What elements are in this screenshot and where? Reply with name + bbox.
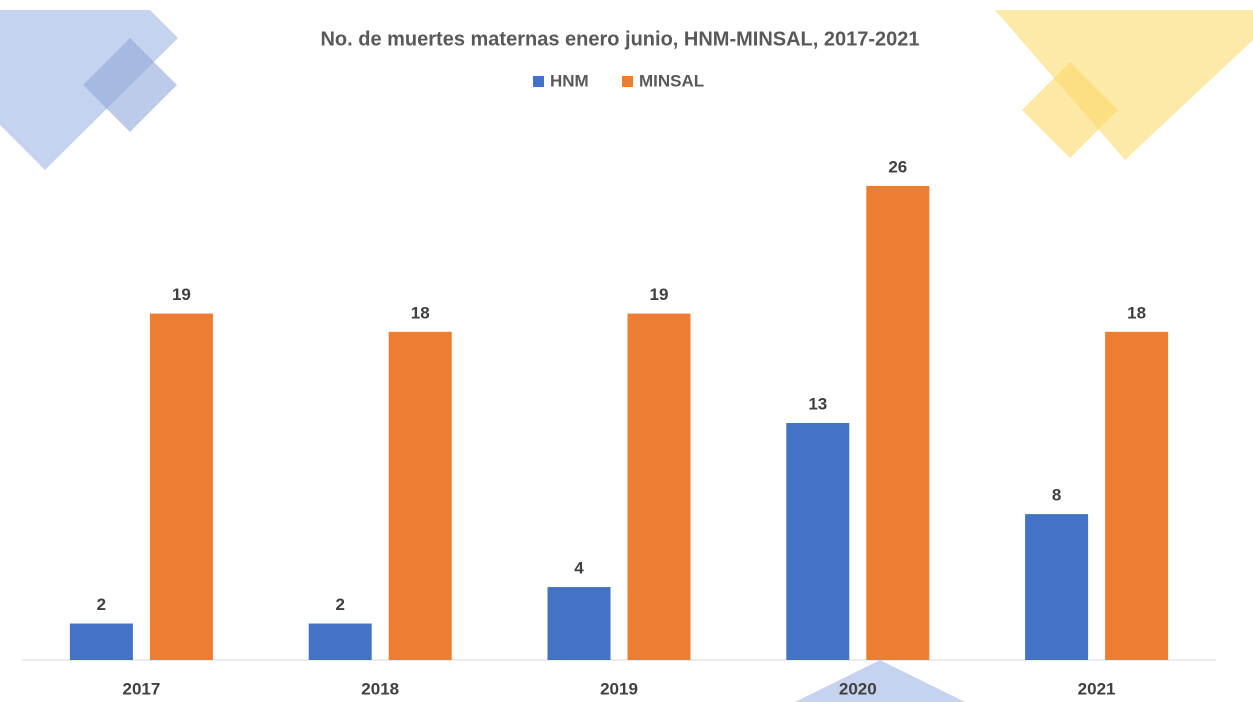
- bar: [1025, 514, 1089, 660]
- legend-swatch: [622, 76, 633, 87]
- bar: [627, 313, 691, 660]
- bar: [547, 587, 611, 660]
- legend-label: MINSAL: [639, 71, 704, 90]
- bar: [69, 623, 133, 660]
- data-label: 8: [1052, 486, 1061, 505]
- data-label: 2: [335, 595, 344, 614]
- data-label: 26: [888, 157, 907, 176]
- legend-label: HNM: [550, 71, 589, 90]
- x-tick-label: 2019: [600, 679, 638, 698]
- data-label: 13: [808, 394, 827, 413]
- x-tick-label: 2018: [361, 679, 399, 698]
- bar: [786, 422, 850, 660]
- x-tick-label: 2021: [1078, 679, 1116, 698]
- data-label: 18: [1127, 303, 1146, 322]
- x-tick-label: 2020: [839, 679, 877, 698]
- decoration: [0, 10, 1253, 702]
- legend-swatch: [533, 76, 544, 87]
- data-label: 2: [97, 595, 106, 614]
- bar: [149, 313, 213, 660]
- chart-title: No. de muertes maternas enero junio, HNM…: [320, 28, 919, 50]
- bar: [308, 623, 372, 660]
- bar: [388, 331, 452, 660]
- bar: [1105, 331, 1169, 660]
- data-label: 4: [574, 559, 584, 578]
- data-label: 19: [172, 285, 191, 304]
- bar: [866, 185, 930, 660]
- data-label: 19: [650, 285, 669, 304]
- x-tick-label: 2017: [122, 679, 160, 698]
- data-label: 18: [411, 303, 430, 322]
